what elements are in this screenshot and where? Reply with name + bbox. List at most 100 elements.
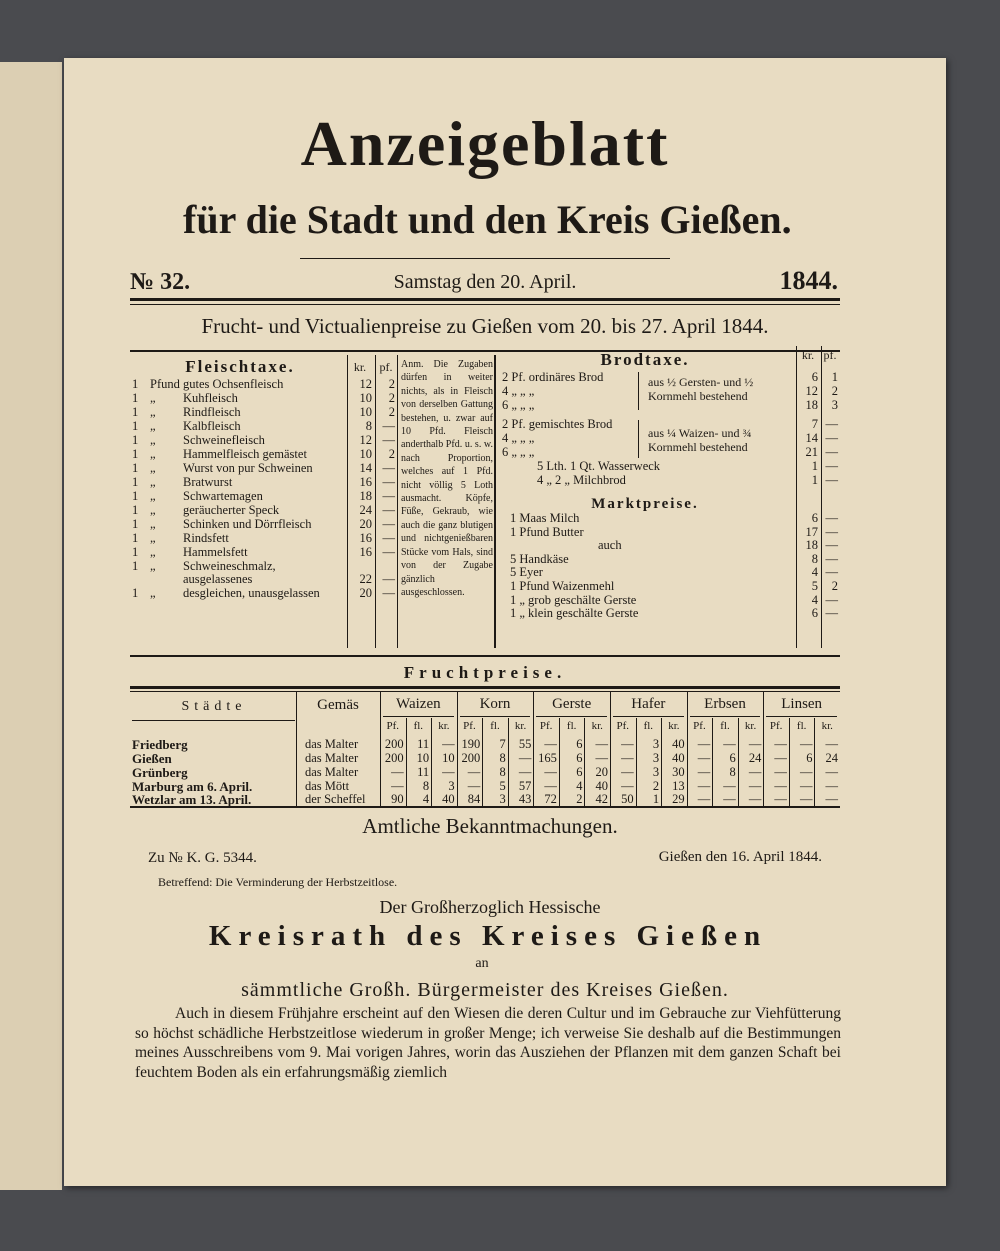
column-header: Waizen [396,696,441,712]
price-pf: 2 [388,377,395,391]
price-pf: — [382,489,396,503]
price-pf: — [825,565,839,579]
price: 3 [652,751,660,765]
unit: „ [150,433,156,447]
price: 84 [467,792,481,806]
place-date: Gießen den 16. April 1844. [658,849,822,865]
unit: „ [150,447,156,461]
quantity: 1 [132,517,139,531]
item: 6 „ „ „ [502,445,535,459]
price: — [825,765,839,779]
price: 11 [417,765,430,779]
price: — [723,792,736,806]
price: 200 [384,751,404,765]
price: 24 [825,751,839,765]
rule [300,258,670,259]
unit: „ [150,489,156,503]
rule [397,355,398,648]
item: Hammelfleisch gemästet [183,447,307,461]
item: 5 Eyer [510,565,543,579]
price: — [774,765,787,779]
price: 30 [672,765,685,779]
price-kr: 4 [811,593,818,607]
quantity: 1 [132,447,139,461]
price: 200 [461,751,481,765]
price: — [442,765,455,779]
item: 4 „ 2 „ Milchbrod [537,473,626,487]
price-kr: 10 [359,405,373,419]
rule [610,691,611,806]
price: — [697,751,711,765]
column-header: Linsen [781,696,823,712]
paper [64,58,946,1186]
measure: das Malter [305,765,359,779]
rule [737,718,739,806]
item: 6 „ „ „ [502,398,535,412]
item: Bratwurst [183,475,233,489]
rule [558,718,560,806]
unit: „ [150,405,156,419]
item: 4 „ „ „ [502,431,535,445]
rule [130,806,840,808]
price-pf: — [825,431,839,445]
price-pf: — [382,419,396,433]
price-pf: — [825,606,839,620]
price-pf: — [825,459,839,473]
measure: das Malter [305,737,359,751]
city: Friedberg [132,737,188,752]
addressee-prefix: an [475,956,489,971]
rule [383,716,454,717]
price: 40 [442,792,455,806]
price: 13 [672,779,685,793]
price: — [697,765,711,779]
subcolumn-header: kr. [821,720,833,732]
price: 20 [595,765,609,779]
item: 1 Pfund Butter [510,525,584,539]
price: — [544,779,557,793]
column-header: Hafer [631,696,666,712]
price-pf: — [825,511,839,525]
subcolumn-header: kr. [514,720,527,732]
price-kr: 16 [359,531,373,545]
price-kr: 22 [359,572,373,586]
rule [507,718,509,806]
quantity: 1 [132,586,139,600]
item: Schwartemagen [183,489,263,503]
unit: „ [150,559,156,573]
subject: Betreffend: Die Verminderung der Herbstz… [158,875,398,889]
price: 72 [544,792,557,806]
price: — [697,737,711,751]
price: — [748,792,762,806]
price-pf: — [382,517,396,531]
price: 6 [576,737,583,751]
rule [638,372,639,410]
quantity: 1 [132,559,139,573]
unit: „ [150,475,156,489]
quantity: 1 [132,461,139,475]
price-kr: 1 [811,473,818,487]
price: 10 [442,751,455,765]
subcolumn-header: Pf. [693,720,706,732]
price: 8 [422,779,430,793]
rule [686,691,688,806]
price-kr: 12 [359,377,373,391]
price: — [799,779,813,793]
rule [635,718,637,806]
rule [661,718,663,806]
price-pf: 1 [831,370,838,384]
subcolumn-header: fl. [796,720,807,732]
rule [459,716,531,717]
price: 6 [729,751,736,765]
subcolumn-header: Pf. [616,720,630,732]
price: 3 [499,792,506,806]
price-kr: 14 [359,461,373,475]
quantity: 1 [132,419,139,433]
price: — [774,737,787,751]
price: 50 [621,792,634,806]
price: 190 [461,737,481,751]
table-title: Marktpreise. [591,496,699,512]
price: — [748,737,762,751]
price: — [723,737,736,751]
price: 6 [806,751,813,765]
subcolumn-header: Pf. [769,720,783,732]
